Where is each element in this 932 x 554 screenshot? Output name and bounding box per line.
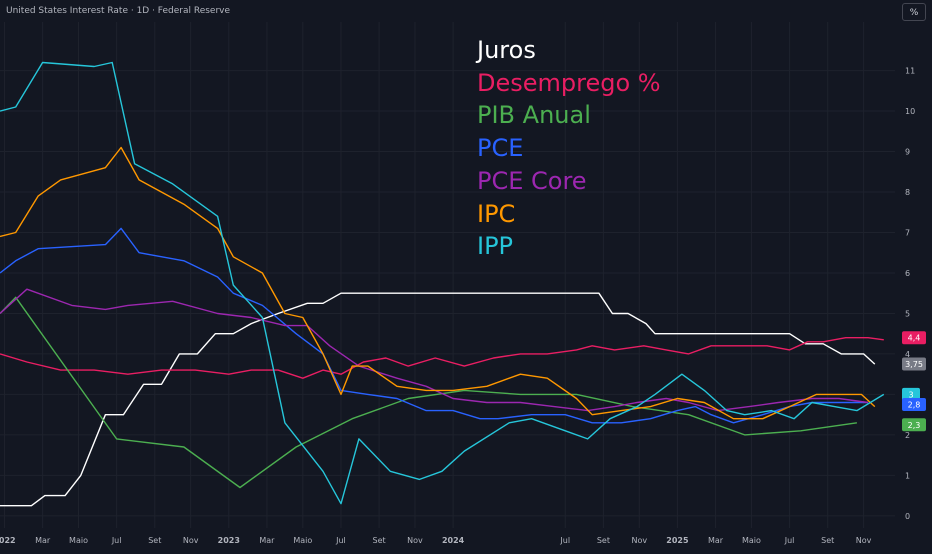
legend-item-pib-anual: PIB Anual [477, 101, 591, 130]
x-tick-label: Mar [259, 536, 275, 545]
x-tick-label: Mar [708, 536, 724, 545]
legend: Juros Desemprego % PIB Anual PCE PCE Cor… [477, 34, 661, 263]
x-tick-label: 2025 [666, 536, 689, 545]
x-tick-label: Nov [183, 536, 199, 545]
svg-text:2,8: 2,8 [908, 401, 921, 410]
x-tick-label: Jul [335, 536, 346, 545]
svg-text:3,75: 3,75 [905, 360, 923, 369]
x-tick-label: Set [821, 536, 834, 545]
series-line-desemprego[interactable] [0, 337, 884, 379]
price-badges: 4,4 3,75 3 2,8 2,3 [902, 331, 926, 432]
y-tick-label: 5 [905, 309, 910, 318]
y-tick-label: 1 [905, 471, 910, 480]
series-lines [0, 61, 885, 507]
series-line-pce[interactable] [0, 227, 869, 424]
legend-item-desemprego: Desemprego % [477, 68, 661, 97]
series-line-pib-anual[interactable] [0, 296, 857, 489]
x-tick-label: Set [597, 536, 610, 545]
last-value-badge: 3 [902, 387, 920, 401]
x-tick-label: 2022 [0, 536, 16, 545]
y-tick-label: 8 [905, 188, 910, 197]
last-value-badge: 2,3 [902, 418, 926, 432]
x-tick-label: Nov [407, 536, 423, 545]
y-tick-label: 11 [905, 67, 915, 76]
legend-item-pce-core: PCE Core [477, 166, 587, 195]
x-tick-label: Maio [742, 536, 761, 545]
svg-text:4,4: 4,4 [908, 334, 921, 343]
x-tick-label: 2023 [218, 536, 240, 545]
grid-lines [0, 22, 895, 528]
x-tick-label: Maio [69, 536, 88, 545]
svg-text:2,3: 2,3 [908, 421, 921, 430]
series-line-pce-core[interactable] [0, 288, 869, 412]
y-tick-label: 4 [905, 350, 910, 359]
series-line-ipp[interactable] [0, 61, 885, 505]
x-tick-label: Jul [784, 536, 795, 545]
series-line-ipc[interactable] [0, 146, 876, 420]
y-tick-label: 0 [905, 512, 910, 521]
y-tick-label: 9 [905, 148, 910, 157]
last-value-badge: 2,8 [902, 398, 926, 412]
y-axis: 0 1 2 3 4 5 6 7 8 9 10 11 [905, 67, 915, 521]
x-tick-label: Maio [293, 536, 312, 545]
x-tick-label: Set [373, 536, 386, 545]
percent-scale-button[interactable]: % [902, 3, 926, 21]
y-tick-label: 7 [905, 228, 910, 237]
x-tick-label: Jul [559, 536, 570, 545]
legend-item-juros: Juros [477, 36, 536, 64]
legend-item-pce: PCE [477, 134, 524, 163]
last-value-badge: 3,75 [902, 357, 926, 371]
series-line-juros[interactable] [0, 292, 876, 507]
chart-title: United States Interest Rate · 1D · Feder… [6, 6, 231, 16]
x-tick-label: Mar [35, 536, 51, 545]
y-tick-label: 10 [905, 107, 915, 116]
legend-item-ipc: IPC [477, 199, 516, 228]
y-tick-label: 2 [905, 431, 910, 440]
x-tick-label: Set [148, 536, 161, 545]
x-tick-label: 2024 [442, 536, 465, 545]
x-axis: 2022 Mar Maio Jul Set Nov 2023 Mar Maio Jul Set Nov… [0, 536, 872, 545]
svg-text:3: 3 [908, 390, 913, 399]
last-value-badge: 4,4 [902, 331, 926, 345]
y-tick-label: 6 [905, 269, 910, 278]
x-tick-label: Nov [856, 536, 872, 545]
x-tick-label: Jul [111, 536, 122, 545]
x-tick-label: Nov [631, 536, 647, 545]
legend-item-ipp: IPP [477, 232, 514, 261]
